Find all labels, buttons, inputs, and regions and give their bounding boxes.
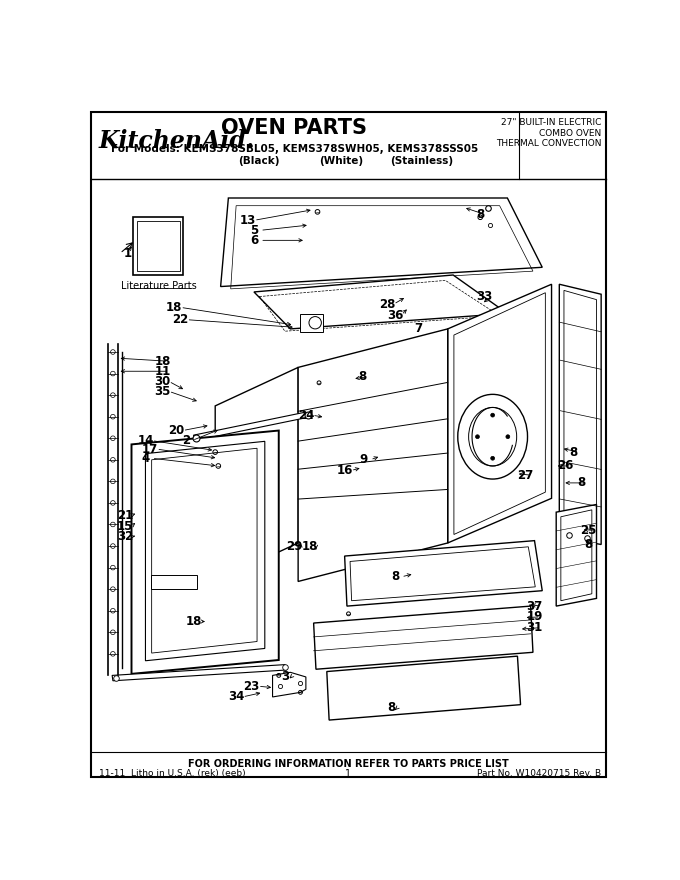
Circle shape: [491, 414, 494, 417]
Text: (Stainless): (Stainless): [390, 156, 454, 165]
Polygon shape: [131, 430, 279, 674]
Polygon shape: [556, 504, 596, 606]
Polygon shape: [298, 329, 447, 582]
Text: 14: 14: [137, 434, 154, 447]
Text: 5: 5: [250, 224, 258, 237]
Text: 8: 8: [569, 445, 577, 458]
Text: 22: 22: [172, 313, 188, 326]
Text: 19: 19: [526, 611, 543, 623]
Ellipse shape: [469, 407, 517, 466]
Text: 3: 3: [281, 671, 289, 684]
Polygon shape: [447, 284, 551, 543]
Text: 31: 31: [526, 621, 543, 634]
Text: 18: 18: [301, 539, 318, 553]
Text: 37: 37: [526, 599, 543, 612]
Text: 8: 8: [577, 476, 585, 489]
Polygon shape: [112, 664, 286, 681]
Text: 24: 24: [298, 408, 314, 422]
Text: 30: 30: [154, 375, 171, 388]
Polygon shape: [327, 656, 521, 720]
Bar: [151, 576, 197, 590]
Text: 8: 8: [387, 701, 395, 715]
Polygon shape: [313, 606, 533, 669]
Text: Literature Parts: Literature Parts: [121, 282, 197, 291]
Text: 23: 23: [243, 679, 260, 693]
Text: 32: 32: [117, 531, 133, 543]
Bar: [137, 221, 180, 271]
Polygon shape: [220, 198, 542, 287]
Text: FOR ORDERING INFORMATION REFER TO PARTS PRICE LIST: FOR ORDERING INFORMATION REFER TO PARTS …: [188, 759, 509, 768]
Circle shape: [491, 457, 494, 460]
Text: 27: 27: [517, 469, 533, 481]
Text: 18: 18: [166, 301, 182, 314]
Polygon shape: [559, 284, 601, 545]
Text: 8: 8: [391, 570, 399, 583]
Text: 2: 2: [182, 434, 190, 447]
Text: (Black): (Black): [238, 156, 279, 165]
Circle shape: [506, 435, 510, 438]
Text: 28: 28: [379, 297, 396, 311]
Bar: [300, 313, 323, 332]
Text: 1: 1: [124, 247, 132, 260]
Text: THERMAL CONVECTION: THERMAL CONVECTION: [496, 139, 601, 149]
Text: 27" BUILT-IN ELECTRIC: 27" BUILT-IN ELECTRIC: [500, 118, 601, 127]
Text: Part No. W10420715 Rev. B: Part No. W10420715 Rev. B: [477, 769, 601, 778]
Text: 29: 29: [286, 539, 303, 553]
Text: 15: 15: [117, 519, 133, 532]
Text: OVEN PARTS: OVEN PARTS: [221, 118, 367, 138]
Circle shape: [475, 435, 479, 438]
Text: 34: 34: [228, 691, 244, 703]
Text: 9: 9: [360, 453, 368, 466]
Text: 36: 36: [387, 309, 403, 321]
Text: 18: 18: [186, 615, 202, 628]
Polygon shape: [345, 540, 542, 606]
Text: 8: 8: [585, 538, 593, 551]
Ellipse shape: [458, 394, 528, 479]
Text: 25: 25: [581, 524, 597, 537]
Text: 8: 8: [476, 209, 484, 222]
Polygon shape: [194, 412, 307, 441]
Polygon shape: [215, 368, 298, 582]
Text: 17: 17: [142, 443, 158, 456]
Text: 4: 4: [141, 451, 150, 465]
Text: 13: 13: [239, 214, 256, 227]
Text: 1: 1: [345, 769, 352, 780]
Text: 7: 7: [414, 322, 422, 335]
Bar: [133, 217, 184, 275]
Text: 21: 21: [117, 509, 133, 522]
Text: 11-11  Litho in U.S.A. (rek) (eeb): 11-11 Litho in U.S.A. (rek) (eeb): [99, 769, 245, 778]
Text: 16: 16: [337, 464, 353, 477]
Text: 35: 35: [154, 385, 171, 398]
Text: For Models: KEMS378SBL05, KEMS378SWH05, KEMS378SSS05: For Models: KEMS378SBL05, KEMS378SWH05, …: [111, 144, 478, 154]
Text: 6: 6: [250, 234, 258, 247]
Circle shape: [309, 317, 322, 329]
Text: 11: 11: [154, 364, 171, 378]
Text: COMBO OVEN: COMBO OVEN: [539, 128, 601, 137]
Text: 18: 18: [154, 355, 171, 368]
Text: 20: 20: [169, 424, 184, 437]
Polygon shape: [146, 442, 265, 661]
Text: 26: 26: [558, 459, 574, 473]
Text: KitchenAid.: KitchenAid.: [99, 128, 255, 153]
Text: (White): (White): [319, 156, 363, 165]
Polygon shape: [254, 275, 507, 329]
Text: 33: 33: [476, 290, 492, 303]
Polygon shape: [273, 672, 306, 697]
Text: 8: 8: [358, 370, 367, 383]
